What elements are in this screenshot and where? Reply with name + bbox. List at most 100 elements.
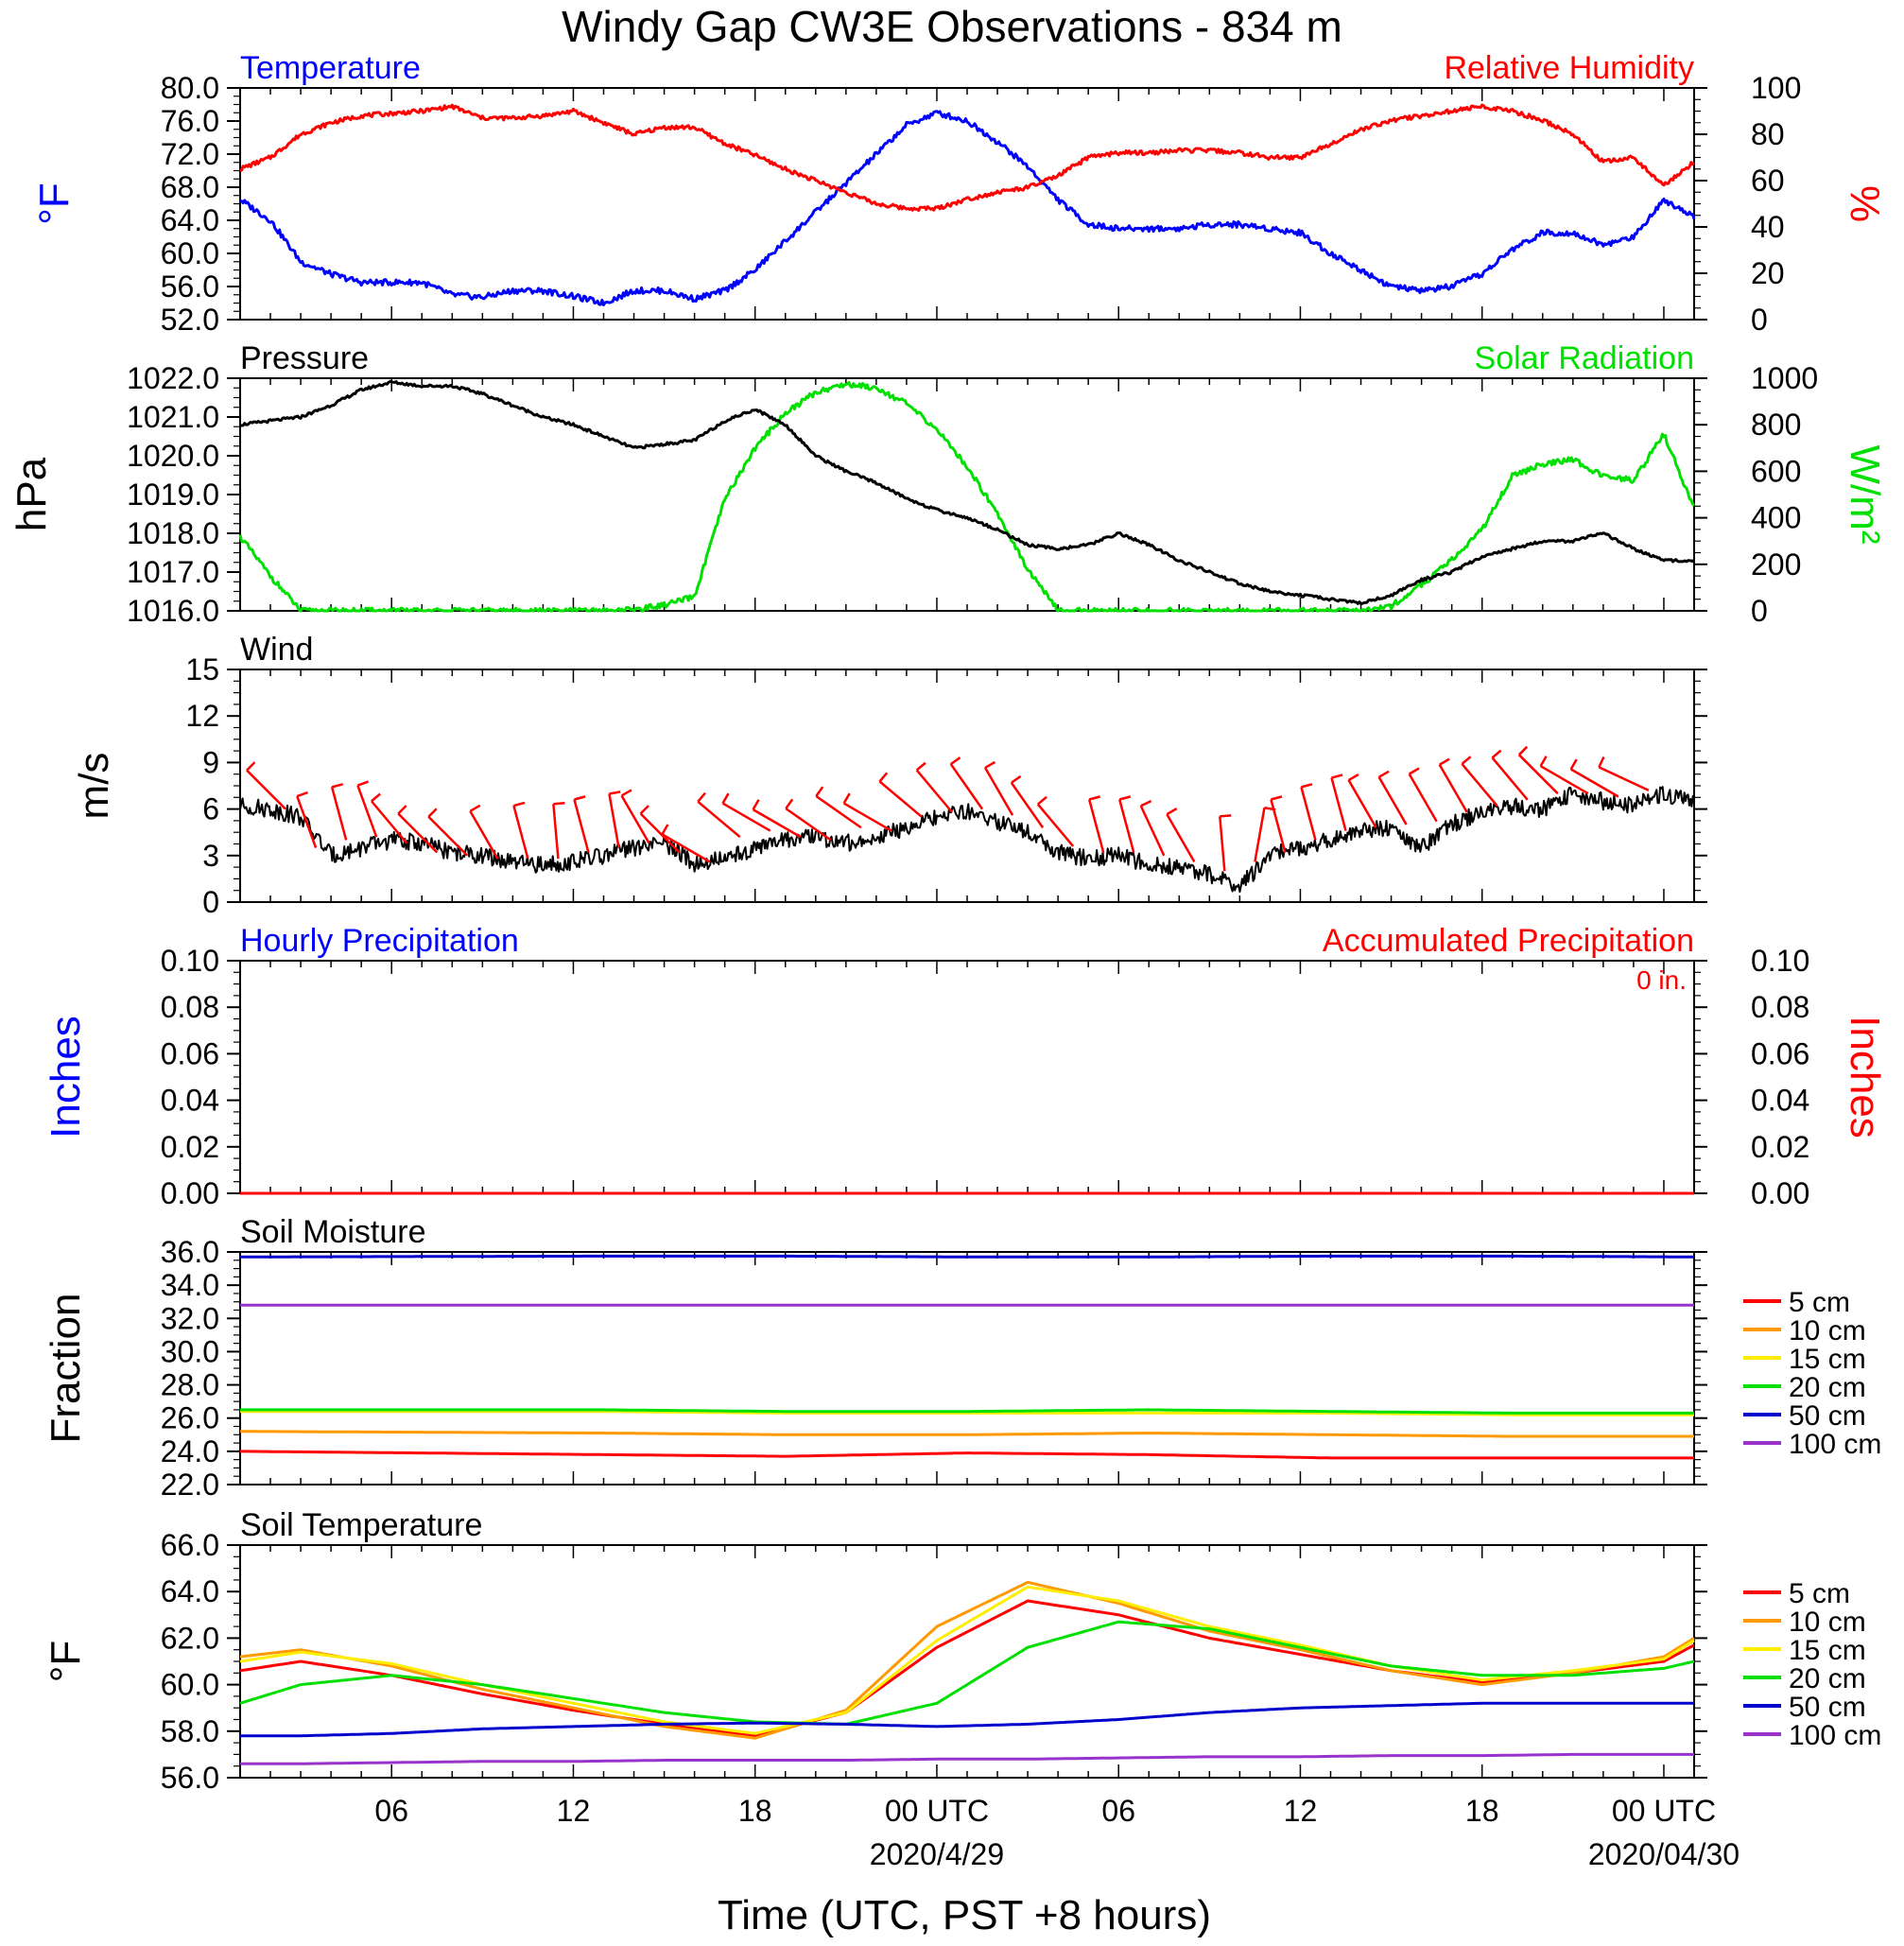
y-tick-label-left: 58.0 <box>161 1714 219 1748</box>
y-axis-title-left: hPa <box>9 457 55 531</box>
wind-barb <box>1570 768 1619 798</box>
wind-barb <box>752 808 802 839</box>
wind-barb-flag <box>1220 814 1232 818</box>
series-line-15-cm <box>240 1410 1694 1416</box>
legend-label: 10 cm <box>1789 1607 1866 1638</box>
wind-barb-flag <box>397 805 407 815</box>
wind-barb <box>697 800 741 839</box>
y-tick-label-left: 64.0 <box>161 1574 219 1608</box>
wind-barb-flag <box>1439 757 1450 766</box>
wind-barb-flag <box>1347 773 1359 782</box>
wind-barb <box>1330 777 1347 831</box>
x-axis-title: Time (UTC, PST +8 hours) <box>718 1892 1211 1938</box>
panel-title-left: Pressure <box>240 340 369 376</box>
wind-barb <box>815 794 862 829</box>
y-tick-label-right: 100 <box>1751 71 1801 105</box>
plot-frame <box>239 960 1695 1194</box>
panel-wind: 0 3 6 9 12 15 Wind m/s <box>71 632 1707 919</box>
y-tick-label-right: 0.00 <box>1751 1176 1809 1210</box>
wind-barb-flag <box>785 798 794 809</box>
wind-barb <box>1438 764 1468 813</box>
series-line-pressure <box>239 379 1695 605</box>
y-tick-label-right: 1000 <box>1751 361 1818 395</box>
legend-label: 100 cm <box>1789 1429 1881 1460</box>
wind-barb-flag <box>1598 756 1605 768</box>
wind-barb-flag <box>356 780 370 787</box>
x-tick-label: 18 <box>738 1794 772 1828</box>
accumulated-total-label: 0 in. <box>1636 965 1687 995</box>
x-date-label: 2020/4/29 <box>870 1837 1004 1871</box>
wind-barb <box>620 794 650 844</box>
wind-barb-flag <box>661 824 669 835</box>
panel-title: Wind <box>240 632 313 668</box>
wind-barb <box>1139 805 1166 857</box>
legend-label: 50 cm <box>1789 1692 1866 1723</box>
wind-barb-flag <box>950 756 961 766</box>
y-tick-label-right: 0 <box>1751 594 1768 628</box>
series-line-5-cm <box>239 1599 1695 1738</box>
legend-label: 20 cm <box>1789 1372 1866 1403</box>
y-tick-label-left: 66.0 <box>161 1528 219 1562</box>
panel-pressure-solar: 1016.0 1017.0 1018.0 1019.0 1020.0 1021.0 1022… <box>9 340 1888 628</box>
panel-soil-temperature: 56.0 58.0 60.0 62.0 64.0 66.0 Soil Temperature… <box>43 1507 1881 1795</box>
y-tick-label-left: 68.0 <box>161 170 219 204</box>
y-tick-label-left: 1019.0 <box>127 478 219 512</box>
wind-barb-flag <box>620 789 632 797</box>
plot-frame <box>239 377 1695 612</box>
wind-barb <box>661 833 711 863</box>
x-tick-label: 06 <box>374 1794 408 1828</box>
y-tick-label-right: 20 <box>1751 256 1785 290</box>
series-line-50-cm <box>240 1701 1694 1738</box>
wind-barb-flag <box>1166 808 1178 816</box>
wind-barb-flag <box>1140 800 1152 808</box>
y-tick-label-left: 1021.0 <box>127 400 219 434</box>
wind-barb <box>1598 766 1650 792</box>
wind-barb <box>246 769 286 810</box>
plot-frame <box>239 1544 1695 1779</box>
wind-barb-flag <box>1377 770 1390 778</box>
y-tick-label-left: 64.0 <box>161 203 219 237</box>
legend-label: 5 cm <box>1789 1578 1850 1609</box>
y-tick-label-left: 60.0 <box>161 1668 219 1702</box>
legend-label: 10 cm <box>1789 1315 1866 1347</box>
y-tick-label-left: 80.0 <box>161 71 219 105</box>
series-line-wind <box>239 786 1695 894</box>
series-line-10-cm <box>239 1580 1695 1740</box>
y-axis-title-left: °F <box>31 182 78 224</box>
wind-barb <box>330 787 348 841</box>
legend-label: 50 cm <box>1789 1400 1866 1432</box>
wind-barb-flag <box>1301 783 1313 789</box>
y-tick-label-left: 0.04 <box>161 1084 219 1118</box>
y-tick-label-right: 60 <box>1751 164 1785 198</box>
y-tick-label-left: 60.0 <box>161 236 219 270</box>
y-tick-label-left: 56.0 <box>161 269 219 304</box>
wind-barb-flag <box>639 805 649 815</box>
panel-title: Soil Moisture <box>240 1214 426 1250</box>
wind-barb-flag <box>469 804 481 812</box>
y-tick-label-left: 1018.0 <box>127 516 219 550</box>
y-tick-label-left: 9 <box>202 745 219 779</box>
y-tick-label-left: 24.0 <box>161 1434 219 1468</box>
legend-label: 100 cm <box>1789 1720 1881 1751</box>
y-axis-title: °F <box>43 1641 89 1682</box>
series-line-15-cm <box>239 1585 1695 1735</box>
wind-barb <box>1087 799 1105 853</box>
y-tick-label-right: 0 <box>1751 303 1768 337</box>
y-tick-label-right: 0.02 <box>1751 1130 1809 1164</box>
y-axis-title-right: Inches <box>1842 1016 1888 1138</box>
wind-barb-flag <box>1491 749 1502 759</box>
wind-barb-flag <box>1539 756 1548 767</box>
y-axis-title-right: % <box>1842 185 1888 222</box>
wind-barb-flag <box>371 792 381 803</box>
y-axis-title: Fraction <box>43 1294 89 1444</box>
wind-barb-flag <box>842 792 851 805</box>
wind-barb <box>1377 776 1408 825</box>
x-tick-label: 00 UTC <box>1612 1794 1716 1828</box>
y-tick-label-right: 400 <box>1751 501 1801 535</box>
y-tick-label-left: 12 <box>185 699 219 733</box>
wind-barb-flag <box>1271 795 1283 801</box>
wind-barb-flag <box>1517 745 1529 756</box>
y-tick-label-right: 0.04 <box>1751 1084 1809 1118</box>
panels-group: 52.056.060.064.068.072.076.080.002040608… <box>9 50 1888 1871</box>
